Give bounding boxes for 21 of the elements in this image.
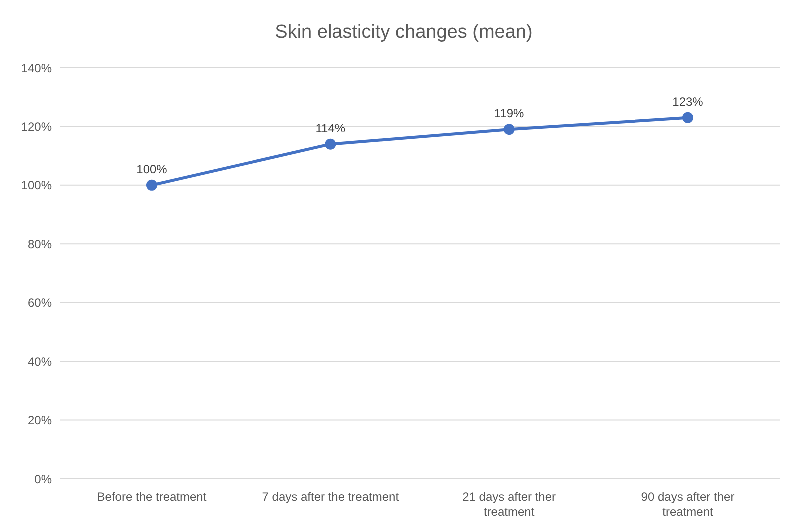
y-tick-label: 100% [21,178,52,193]
point [146,180,158,191]
y-tick-label: 0% [34,472,52,486]
y-tick-label: 20% [28,414,52,428]
data-label: 114% [316,121,346,136]
x-tick-label: 7 days after the treatment [262,490,400,504]
y-tick-label: 140% [21,61,52,76]
y-tick-label: 80% [28,237,52,252]
data-label: 123% [672,94,704,109]
y-tick-label: 60% [28,296,52,310]
point [325,138,336,150]
data-label: 100% [136,162,168,176]
y-tick-label: 40% [28,354,52,369]
data-label: 119% [494,106,525,121]
chart-title: Skin elasticity changes (mean) [274,21,534,45]
point [682,112,694,124]
x-tick-label: 21 days after ther treatment [462,490,556,519]
point [504,124,515,136]
x-tick-label: Before the treatment [97,490,208,504]
x-tick-label: 90 days after ther treatment [641,490,735,519]
y-tick-label: 120% [21,120,52,134]
